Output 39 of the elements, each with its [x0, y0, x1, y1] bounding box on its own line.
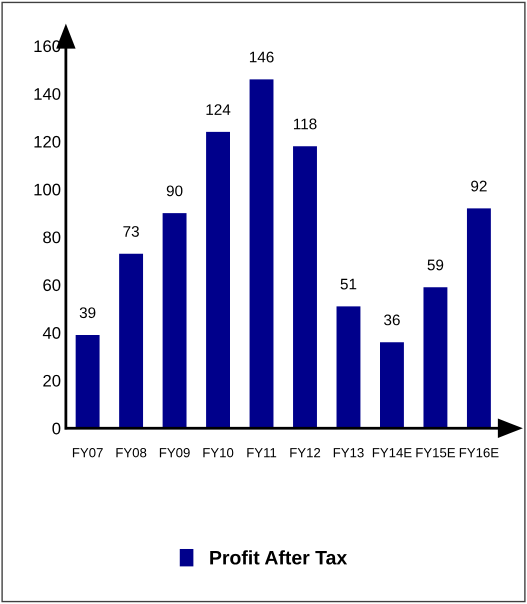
- data-label: 36: [384, 314, 400, 326]
- y-tick-label: 0: [52, 422, 60, 434]
- y-tick-label: 20: [43, 374, 60, 387]
- data-label: 73: [123, 226, 139, 237]
- x-tick-label: FY07: [72, 448, 103, 458]
- x-tick-label: FY15E: [416, 448, 456, 458]
- x-tick-label: FY12: [290, 448, 320, 458]
- data-label: 59: [428, 260, 444, 270]
- bar: [76, 335, 100, 428]
- x-tick-label: FY10: [203, 448, 234, 458]
- data-label: 118: [294, 118, 317, 130]
- bar: [119, 254, 144, 428]
- bar: [466, 208, 491, 428]
- x-tick-label: FY14E: [372, 448, 412, 458]
- y-tick-label: 60: [43, 279, 60, 292]
- bar: [423, 287, 448, 428]
- y-tick-label: 120: [34, 136, 60, 148]
- data-label: 39: [80, 307, 96, 318]
- data-label: 51: [340, 278, 356, 290]
- y-tick-label: 100: [34, 184, 60, 196]
- x-tick-label: FY11: [247, 448, 276, 458]
- bar: [293, 146, 317, 428]
- x-tick-label: FY09: [160, 448, 190, 458]
- x-tick-label: FY16E: [460, 448, 499, 458]
- x-tick-label: FY08: [116, 448, 146, 458]
- bar: [380, 342, 404, 428]
- y-tick-label: 80: [43, 231, 60, 244]
- bar: [162, 213, 187, 428]
- data-label: 90: [166, 185, 182, 196]
- y-tick-label: 40: [42, 327, 60, 339]
- bar: [336, 306, 360, 428]
- legend-label: Profit After Tax: [210, 550, 348, 565]
- data-label: 146: [250, 52, 274, 62]
- x-tick-label: FY13: [334, 448, 364, 458]
- bar: [206, 132, 230, 428]
- bar: [250, 79, 274, 428]
- data-label: 92: [471, 180, 487, 192]
- data-label: 124: [206, 104, 230, 115]
- y-tick-label: 140: [34, 88, 60, 100]
